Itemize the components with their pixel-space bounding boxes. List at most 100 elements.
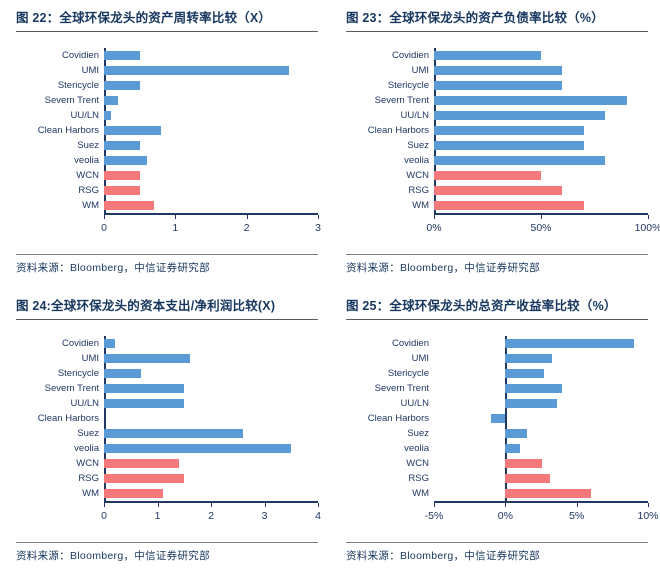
plot-area: Covidien UMI Stericycle Severn Trent UU/LN Cl… — [16, 336, 318, 501]
bar — [104, 201, 154, 210]
category-label: WM — [412, 488, 429, 499]
category-label: Clean Harbors — [37, 413, 99, 424]
category-label: Severn Trent — [374, 95, 429, 106]
axis-tick — [175, 215, 177, 219]
bar — [104, 384, 185, 393]
title-divider — [346, 319, 648, 320]
bar-track — [104, 441, 318, 456]
chart-row: WM — [346, 486, 648, 501]
chart-row: Suez — [346, 426, 648, 441]
bar — [104, 96, 119, 105]
bar-chart-figure-25: Covidien UMI Stericycle Severn Trent UU/LN Cl… — [346, 336, 659, 529]
bar-track — [434, 78, 648, 93]
category-label: Clean Harbors — [367, 413, 429, 424]
bar-track — [104, 351, 318, 366]
bar-track — [434, 486, 648, 501]
bar — [104, 399, 185, 408]
bar — [505, 369, 544, 378]
bar-track — [104, 411, 318, 426]
zero-axis-line — [104, 411, 106, 426]
source-divider — [346, 542, 648, 543]
bar — [104, 111, 112, 120]
category-label: veolia — [74, 443, 99, 454]
x-axis: 0% 50% 100% — [426, 213, 660, 241]
title-divider — [346, 31, 648, 32]
plot-area: Covidien UMI Stericycle Severn Trent UU/LN Cl… — [346, 48, 648, 213]
axis-tick — [648, 503, 649, 507]
chart-row: UU/LN — [346, 396, 648, 411]
bar-track — [434, 471, 648, 486]
bar — [104, 489, 163, 498]
chart-row: Clean Harbors — [346, 123, 648, 138]
bar — [505, 444, 520, 453]
bar — [505, 489, 591, 498]
bar — [104, 81, 140, 90]
bar-track — [434, 411, 648, 426]
category-label: Clean Harbors — [367, 125, 429, 136]
bar-track — [104, 93, 318, 108]
source-caption: 资料来源：Bloomberg，中信证券研究部 — [346, 262, 540, 274]
chart-row: WCN — [16, 168, 318, 183]
chart-row: Stericycle — [16, 78, 318, 93]
category-label: WCN — [406, 458, 429, 469]
axis-tick — [157, 503, 159, 507]
bar — [505, 384, 563, 393]
bar-track — [434, 198, 648, 213]
chart-row: Severn Trent — [16, 93, 318, 108]
bar — [104, 429, 244, 438]
axis-tick-label: -5% — [424, 510, 444, 522]
category-label: RSG — [78, 473, 99, 484]
bar — [505, 354, 553, 363]
axis-tick — [104, 503, 105, 507]
category-label: UMI — [411, 353, 429, 364]
plot-area: Covidien UMI Stericycle Severn Trent UU/LN Cl… — [16, 48, 318, 213]
category-label: Suez — [77, 428, 99, 439]
axis-tick-label: 100% — [634, 222, 660, 234]
bar — [104, 171, 140, 180]
chart-row: Clean Harbors — [346, 411, 648, 426]
chart-row: Stericycle — [16, 366, 318, 381]
bar-chart-figure-23: Covidien UMI Stericycle Severn Trent UU/LN Cl… — [346, 48, 660, 241]
chart-row: Covidien — [346, 336, 648, 351]
category-label: Covidien — [392, 50, 429, 61]
chart-row: WM — [346, 198, 648, 213]
axis-tick-label: 2 — [208, 510, 214, 522]
bar — [505, 429, 527, 438]
chart-row: WM — [16, 198, 318, 213]
axis-tick — [318, 215, 319, 219]
source-divider — [16, 542, 318, 543]
category-label: Suez — [407, 140, 429, 151]
bar-track — [104, 426, 318, 441]
bar — [104, 354, 190, 363]
axis-tick-label: 10% — [637, 510, 659, 522]
bar-track — [104, 138, 318, 153]
category-label: WCN — [76, 170, 99, 181]
chart-row: Suez — [346, 138, 648, 153]
chart-row: UMI — [16, 351, 318, 366]
category-label: Severn Trent — [374, 383, 429, 394]
figure-panel-22: 图 22：全球环保龙头的资产周转率比较（X） Covidien UMI Steric… — [6, 0, 324, 288]
axis-tick-label: 0% — [497, 510, 513, 522]
axis-tick — [434, 503, 435, 507]
plot-area: Covidien UMI Stericycle Severn Trent UU/LN Cl… — [346, 336, 648, 501]
category-label: Covidien — [62, 50, 99, 61]
category-label: Covidien — [62, 338, 99, 349]
chart-row: Suez — [16, 426, 318, 441]
bar — [505, 339, 634, 348]
chart-row: Clean Harbors — [16, 411, 318, 426]
axis-tick — [246, 215, 248, 219]
category-label: UMI — [81, 353, 99, 364]
category-label: RSG — [78, 185, 99, 196]
category-label: UU/LN — [70, 110, 99, 121]
category-label: UU/LN — [400, 398, 429, 409]
category-label: Stericycle — [387, 80, 429, 91]
bar — [434, 126, 584, 135]
bar-track — [104, 471, 318, 486]
figure-title: 图 23：全球环保龙头的资产负债率比较（%） — [346, 11, 604, 25]
chart-row: UU/LN — [16, 396, 318, 411]
source-caption: 资料来源：Bloomberg，中信证券研究部 — [16, 550, 210, 562]
bar-track — [104, 486, 318, 501]
bar — [434, 156, 606, 165]
axis-tick — [541, 215, 542, 219]
bar-track — [104, 456, 318, 471]
